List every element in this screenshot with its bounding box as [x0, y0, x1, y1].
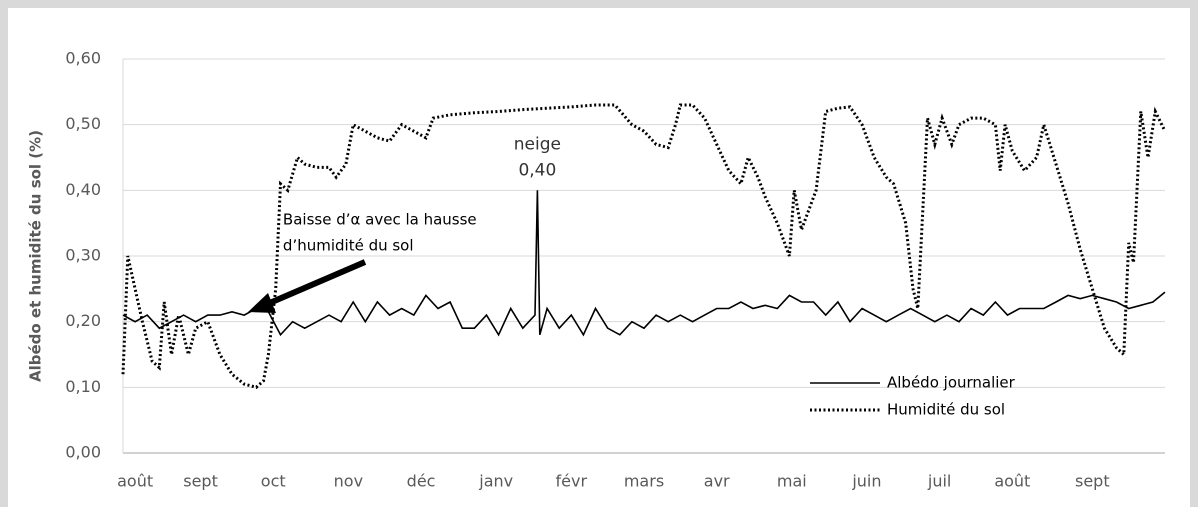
chart-area: [8, 8, 1190, 507]
x-tick-label: oct: [261, 472, 286, 491]
y-tick-label: 0,30: [65, 246, 101, 265]
x-tick-label: juin: [851, 472, 881, 491]
annotation: 0,40: [518, 161, 556, 181]
y-tick-label: 0,50: [65, 114, 101, 133]
series-line: [121, 103, 1167, 389]
y-tick-label: 0,20: [65, 311, 101, 330]
x-tick-label: janv: [478, 472, 513, 491]
legend-label: Humidité du sol: [887, 401, 1005, 419]
arrow-head: [248, 293, 276, 313]
legend-label: Albédo journalier: [887, 374, 1016, 392]
x-tick-label: avr: [704, 472, 730, 491]
x-tick-label: août: [117, 472, 153, 491]
x-tick-label: nov: [334, 472, 363, 491]
x-tick-label: août: [994, 472, 1030, 491]
x-tick-label: mars: [624, 472, 664, 491]
x-tick-label: sept: [1075, 472, 1110, 491]
annotation: d’humidité du sol: [283, 237, 414, 255]
y-tick-label: 0,60: [65, 49, 101, 68]
x-tick-label: mai: [777, 472, 807, 491]
series-line: [122, 190, 1166, 337]
x-tick-label: juil: [927, 472, 951, 491]
x-tick-label: févr: [556, 472, 588, 491]
y-tick-label: 0,40: [65, 180, 101, 199]
y-tick-label: 0,00: [65, 443, 101, 462]
annotation: neige: [514, 134, 561, 154]
y-tick-label: 0,10: [65, 377, 101, 396]
x-tick-label: déc: [407, 472, 436, 491]
annotation: Baisse d’α avec la hausse: [283, 210, 477, 228]
x-tick-label: sept: [183, 472, 218, 491]
y-axis-label: Albédo et humidité du sol (%): [27, 130, 45, 382]
